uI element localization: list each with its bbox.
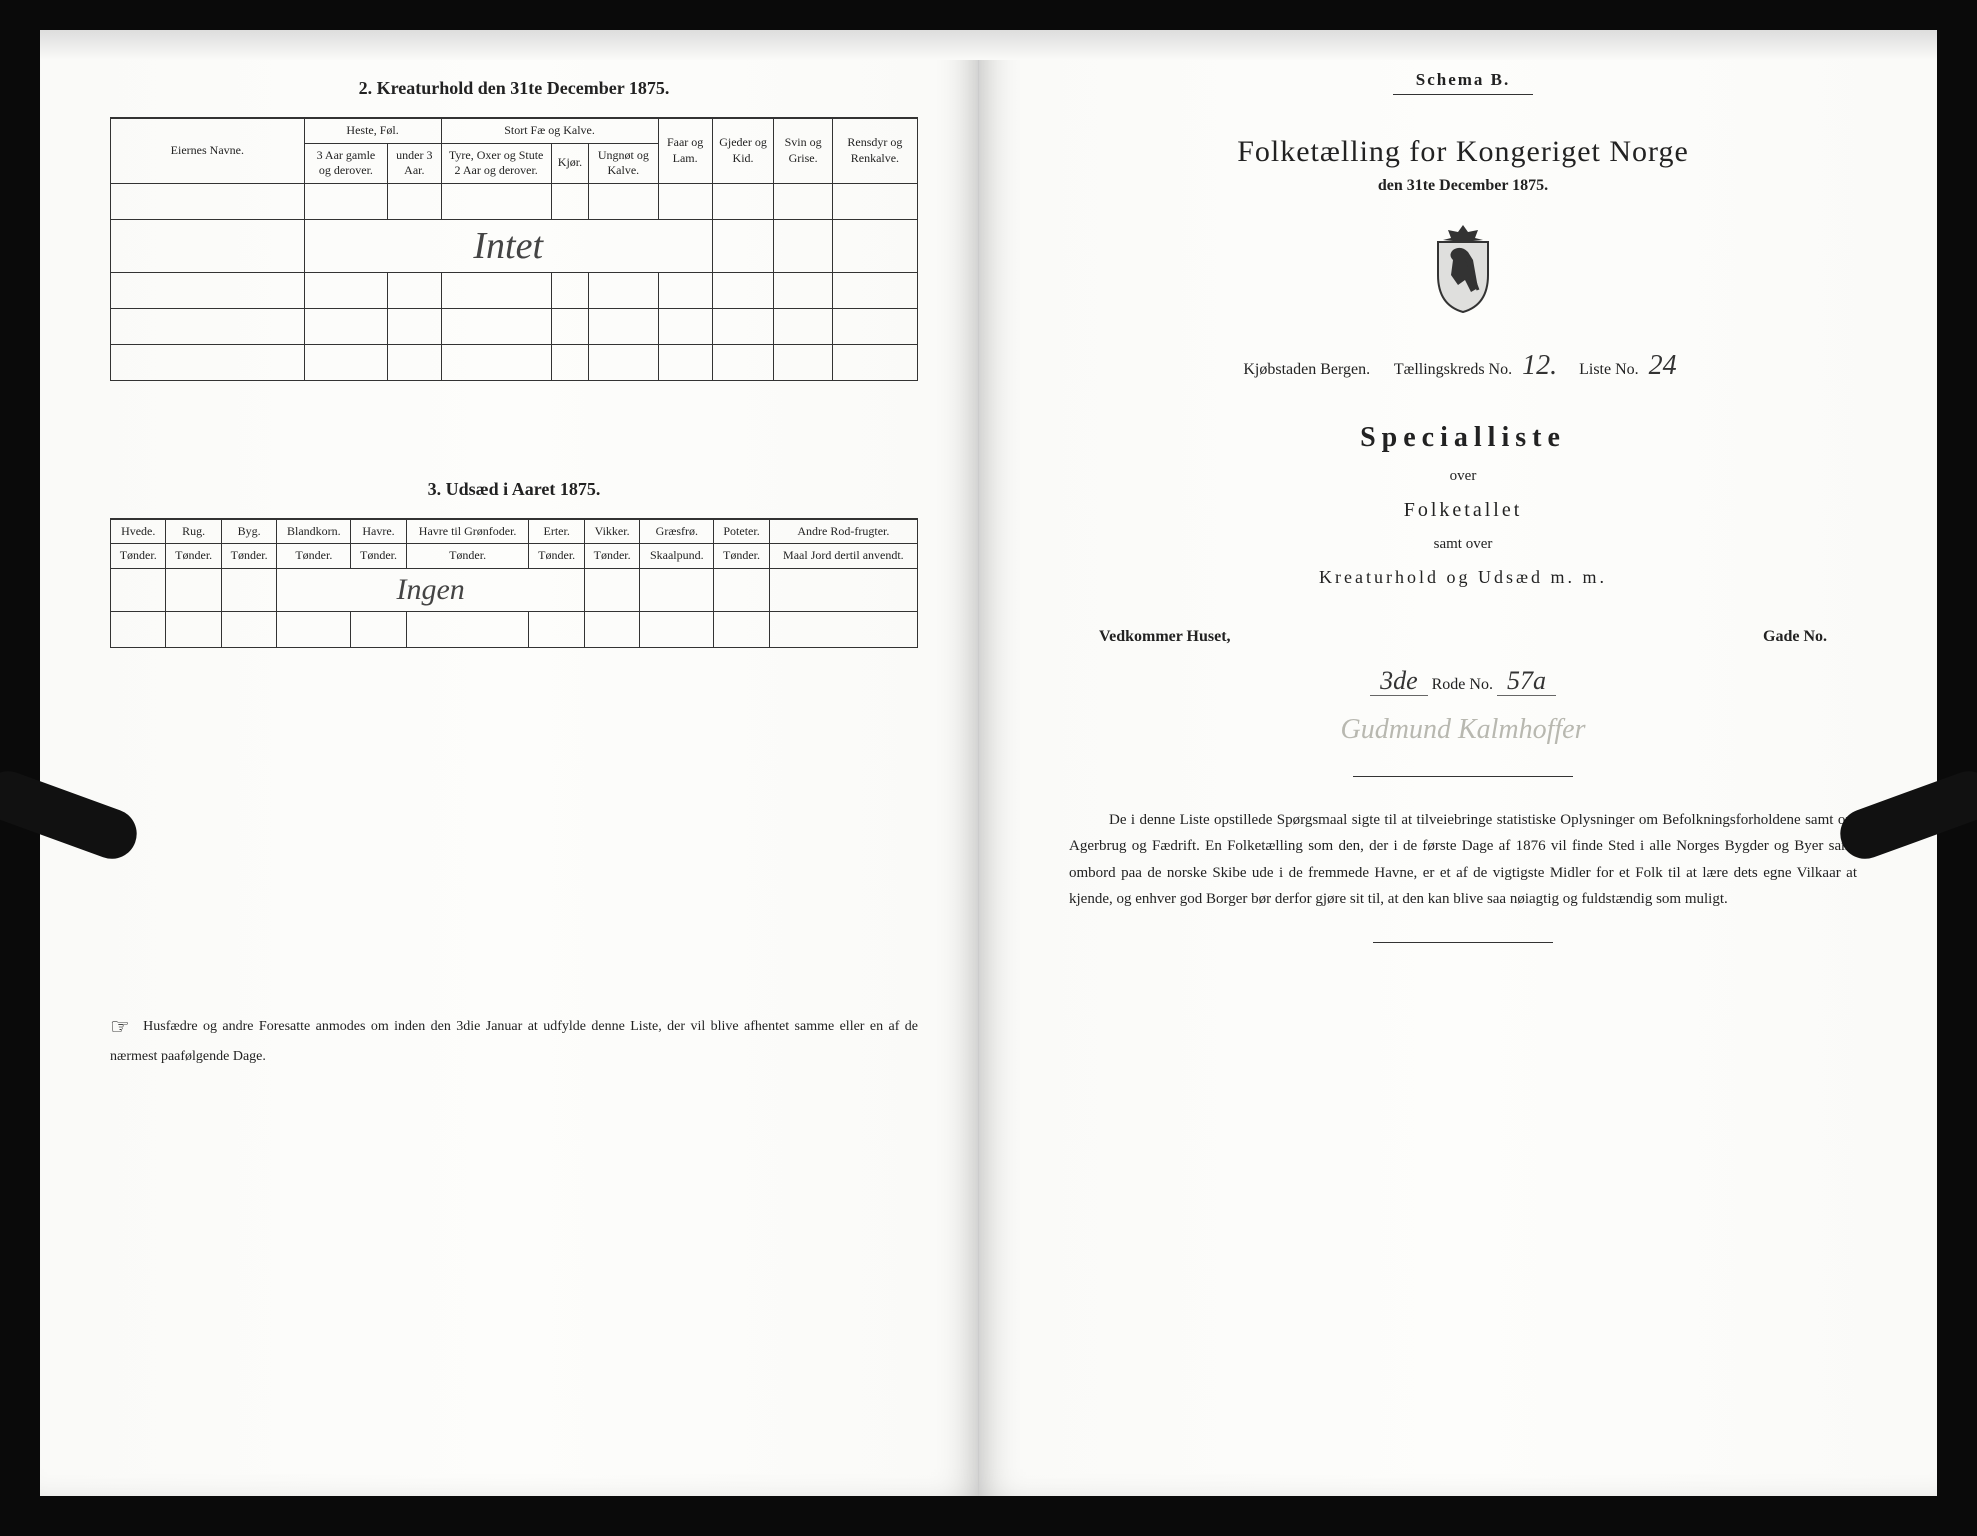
right-page: Schema B. Folketælling for Kongeriget No… — [979, 30, 1937, 1496]
town-label: Kjøbstaden Bergen. — [1243, 361, 1370, 378]
pointing-hand-icon: ☞ — [110, 1008, 130, 1045]
u1: Tønder. — [111, 544, 166, 569]
u3: Tønder. — [221, 544, 276, 569]
divider — [1353, 776, 1573, 777]
liste-label: Liste No. — [1579, 361, 1639, 378]
house-street-row: Vedkommer Huset, Gade No. — [1059, 628, 1867, 646]
left-page: 2. Kreaturhold den 31te December 1875. E… — [40, 30, 979, 1496]
table-row — [111, 183, 918, 219]
liste-value: 24 — [1643, 350, 1683, 381]
table-row — [111, 344, 918, 380]
footnote-text: Husfædre og andre Foresatte anmodes om i… — [110, 1019, 918, 1064]
c-poteter: Poteter. — [714, 519, 769, 544]
seed-table: Hvede. Rug. Byg. Blandkorn. Havre. Havre… — [110, 518, 918, 648]
c-rodfrugter: Andre Rod-frugter. — [769, 519, 917, 544]
body-paragraph: De i denne Liste opstillede Spørgsmaal s… — [1059, 807, 1867, 912]
district-line: Kjøbstaden Bergen. Tællingskreds No. 12.… — [1059, 350, 1867, 382]
coat-of-arms-icon — [1059, 220, 1867, 325]
kreds-label: Tællingskreds No. — [1394, 361, 1512, 378]
folketallet-label: Folketallet — [1059, 499, 1867, 522]
samt-over-label: samt over — [1059, 536, 1867, 553]
c-graesfroe: Græsfrø. — [640, 519, 714, 544]
table-row — [111, 308, 918, 344]
u4: Tønder. — [277, 544, 351, 569]
u11: Maal Jord dertil anvendt. — [769, 544, 917, 569]
u7: Tønder. — [529, 544, 584, 569]
c-havre: Havre. — [351, 519, 406, 544]
book-spread: 2. Kreaturhold den 31te December 1875. E… — [40, 30, 1937, 1496]
over-label-1: over — [1059, 468, 1867, 485]
c-vikker: Vikker. — [584, 519, 639, 544]
sub-cattle-c: Ungnøt og Kalve. — [589, 143, 658, 183]
c-erter: Erter. — [529, 519, 584, 544]
u5: Tønder. — [351, 544, 406, 569]
table-row — [111, 272, 918, 308]
schema-label: Schema B. — [1393, 70, 1533, 95]
census-date: den 31te December 1875. — [1059, 177, 1867, 195]
scanner-frame: 2. Kreaturhold den 31te December 1875. E… — [0, 0, 1977, 1536]
divider-bottom — [1373, 942, 1553, 943]
sub-cattle-b: Kjør. — [551, 143, 588, 183]
colgrp-horses: Heste, Føl. — [304, 118, 441, 143]
sub-horses-b: under 3 Aar. — [388, 143, 441, 183]
sub-cattle-a: Tyre, Oxer og Stute 2 Aar og derover. — [441, 143, 551, 183]
table-row: Intet — [111, 219, 918, 272]
u8: Tønder. — [584, 544, 639, 569]
specialliste-title: Specialliste — [1059, 422, 1867, 454]
table-row — [111, 611, 918, 647]
colgrp-cattle: Stort Fæ og Kalve. — [441, 118, 658, 143]
u10: Tønder. — [714, 544, 769, 569]
col-reindeer: Rensdyr og Renkalve. — [832, 118, 917, 183]
sub-horses-a: 3 Aar gamle og derover. — [304, 143, 388, 183]
census-main-title: Folketælling for Kongeriget Norge — [1059, 135, 1867, 169]
u6: Tønder. — [406, 544, 529, 569]
gade-no-label: Gade No. — [1763, 628, 1827, 646]
vedkommer-label: Vedkommer Huset, — [1099, 628, 1231, 646]
col-sheep: Faar og Lam. — [658, 118, 712, 183]
rode-line: 3de Rode No. 57a — [1059, 666, 1867, 696]
c-havre-gronfoder: Havre til Grønfoder. — [406, 519, 529, 544]
kreatur-line: Kreaturhold og Udsæd m. m. — [1059, 567, 1867, 588]
page-top-edge — [40, 30, 1937, 60]
faint-handwritten-name: Gudmund Kalmhoffer — [1059, 714, 1867, 746]
handwritten-ingen: Ingen — [396, 573, 464, 606]
c-byg: Byg. — [221, 519, 276, 544]
col-goats: Gjeder og Kid. — [712, 118, 774, 183]
section3-title: 3. Udsæd i Aaret 1875. — [110, 479, 918, 500]
rode-label: Rode No. — [1432, 676, 1493, 693]
u2: Tønder. — [166, 544, 221, 569]
col-owner: Eiernes Navne. — [111, 118, 305, 183]
section2-title: 2. Kreaturhold den 31te December 1875. — [110, 78, 918, 99]
kreds-value: 12. — [1516, 350, 1563, 381]
rode-prefix-handwritten: 3de — [1370, 666, 1428, 696]
table-row: Ingen — [111, 568, 918, 611]
c-blandkorn: Blandkorn. — [277, 519, 351, 544]
handwritten-intet: Intet — [473, 225, 543, 267]
c-hvede: Hvede. — [111, 519, 166, 544]
c-rug: Rug. — [166, 519, 221, 544]
rode-value: 57a — [1497, 666, 1556, 696]
col-pigs: Svin og Grise. — [774, 118, 832, 183]
left-footnote: ☞ Husfædre og andre Foresatte anmodes om… — [110, 1008, 918, 1069]
u9: Skaalpund. — [640, 544, 714, 569]
livestock-table: Eiernes Navne. Heste, Føl. Stort Fæ og K… — [110, 117, 918, 381]
